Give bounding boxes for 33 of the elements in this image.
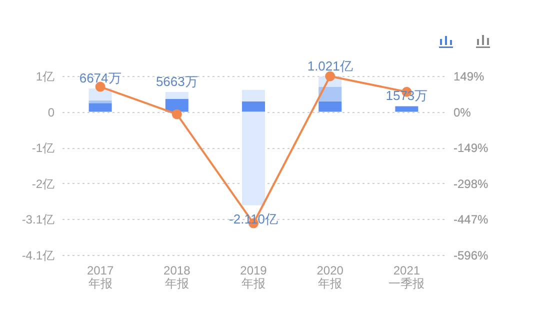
bar	[242, 90, 265, 102]
annotation: 5663万	[156, 74, 198, 89]
y2-tick-label: 149%	[454, 70, 485, 84]
y2-tick-label: 0%	[454, 105, 472, 120]
bar	[242, 112, 265, 206]
x-tick-label: 2018 年报	[164, 264, 191, 290]
x-tick-label: 2019 年报	[240, 264, 268, 290]
y2-tick-label: -596%	[454, 248, 489, 262]
point	[325, 71, 336, 82]
bar	[242, 101, 265, 112]
annotation: 6674万	[79, 70, 122, 86]
bar	[395, 106, 418, 112]
y-tick-label: 0	[48, 105, 55, 120]
annotation: 1573万	[386, 88, 428, 104]
bar	[165, 98, 188, 112]
y2-tick-label: -298%	[454, 176, 489, 191]
point	[172, 109, 182, 120]
y-tick-label: -3.1亿	[22, 212, 54, 227]
bar	[88, 103, 112, 112]
bar	[88, 100, 112, 104]
y2-tick-label: -149%	[454, 141, 489, 156]
x-tick-label: 2020 年报	[316, 264, 344, 290]
bar	[318, 101, 342, 112]
y2-tick-label: -447%	[454, 212, 489, 227]
y-tick-label: -4.1亿	[22, 248, 54, 262]
text: 1.021亿	[307, 58, 353, 74]
y-tick-label: 1亿	[36, 70, 54, 84]
x-tick-label: 2017 年报	[86, 264, 114, 290]
bar	[165, 92, 188, 99]
y-tick-label: -1亿	[32, 141, 54, 156]
y-tick-label: -2亿	[32, 176, 54, 191]
bar	[318, 86, 342, 102]
x-tick-label: 2021 一季报	[388, 264, 425, 290]
